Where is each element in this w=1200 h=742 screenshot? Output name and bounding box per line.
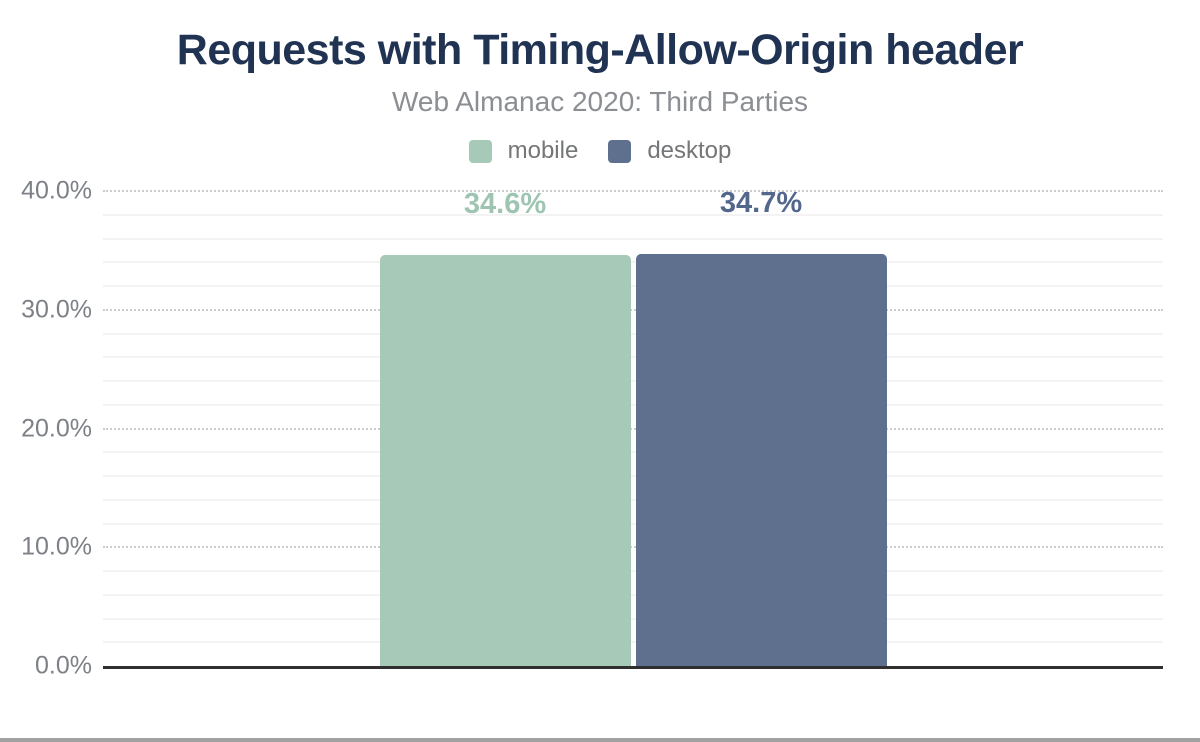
gridline-minor <box>103 332 1163 335</box>
chart-subtitle: Web Almanac 2020: Third Parties <box>391 86 809 117</box>
chart-title: Requests with Timing-Allow-Origin header <box>176 26 1024 74</box>
gridline-minor <box>103 641 1163 644</box>
legend-swatch-desktop-icon <box>608 139 632 163</box>
gridline-minor <box>103 285 1163 287</box>
gridline-minor <box>103 593 1163 596</box>
gridline-minor <box>103 617 1163 620</box>
desktop-bar <box>635 253 887 666</box>
gridline-minor <box>103 498 1163 501</box>
bar-group-mobile: 34.6% <box>379 188 631 666</box>
y-tick-label-0: 0.0% <box>35 651 92 680</box>
legend-label-desktop: desktop <box>647 137 732 164</box>
gridline-major <box>103 190 1163 192</box>
gridline-minor <box>103 475 1163 477</box>
gridline-minor <box>103 261 1163 264</box>
gridline-minor <box>103 570 1163 572</box>
legend-swatch-mobile-icon <box>468 139 492 163</box>
y-tick-label-20: 20.0% <box>21 414 92 442</box>
bar-group-desktop: 34.7% <box>635 186 887 666</box>
y-tick-label-30: 30.0% <box>21 295 92 324</box>
gridline-minor <box>103 380 1163 382</box>
bars-group: 34.6% 34.7% <box>103 186 1163 666</box>
legend-item-mobile: mobile <box>468 137 579 164</box>
gridline-minor <box>103 213 1163 216</box>
gridline-minor <box>103 237 1163 240</box>
gridline-minor <box>103 403 1163 406</box>
gridline-minor <box>103 356 1163 359</box>
mobile-annotation: 34.6% <box>463 188 547 221</box>
gridline-minor <box>103 522 1163 525</box>
y-tick-label-10: 10.0% <box>21 532 92 561</box>
gridline-major <box>103 427 1163 430</box>
gridline-minor <box>103 451 1163 454</box>
y-axis: 0.0% 10.0% 20.0% 30.0% 40.0% <box>0 178 92 678</box>
legend: mobile desktop <box>0 139 1200 163</box>
mobile-bar <box>379 255 631 666</box>
gridline-major <box>103 546 1163 549</box>
gridline-major <box>103 308 1163 311</box>
legend-item-desktop: desktop <box>608 139 731 163</box>
desktop-annotation: 34.7% <box>719 186 803 219</box>
legend-label-mobile: mobile <box>507 137 579 164</box>
y-tick-label-40: 40.0% <box>21 176 92 205</box>
plot-area: 34.6% 34.7% <box>103 186 1163 669</box>
